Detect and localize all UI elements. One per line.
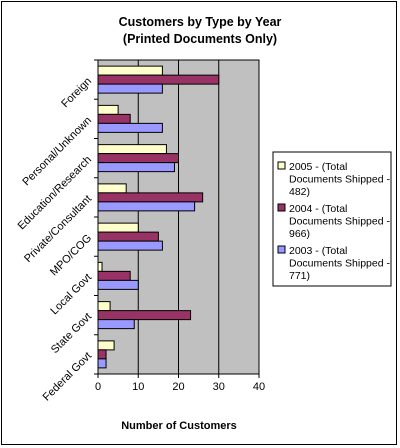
- bar-1-federal-govt: [97, 340, 115, 351]
- bar-1-local-govt: [97, 261, 103, 272]
- category-label: Private/Consultant: [22, 193, 94, 265]
- category-label: Education/Research: [16, 154, 95, 233]
- legend-label: Documents Shipped -: [289, 258, 390, 270]
- bar-3-foreign: [97, 83, 163, 94]
- chart-title-line-2: (Printed Documents Only): [123, 32, 277, 46]
- bar-2-local-govt: [97, 270, 131, 281]
- category-labels: Foreign Personal/UnknownEducation/Researc…: [16, 59, 98, 403]
- legend-label: Documents Shipped -: [289, 216, 390, 228]
- category-label: Personal/Unknown: [20, 115, 94, 189]
- x-tick-label: 40: [253, 381, 265, 393]
- bar-1-private-consultant: [97, 183, 127, 194]
- bars: [97, 65, 220, 369]
- bar-2-foreign: [97, 74, 220, 85]
- bar-1-education-research: [97, 144, 167, 155]
- legend-swatch: [277, 161, 286, 170]
- legend-label: 482): [289, 186, 310, 198]
- bar-2-mpo-cog: [97, 231, 159, 242]
- legend-label: 2004 - (Total: [289, 203, 347, 215]
- bar-3-private-consultant: [97, 201, 196, 212]
- x-axis-ticks: 0 10 20 30 40: [95, 374, 265, 393]
- chart-title-line-1: Customers by Type by Year: [119, 15, 282, 29]
- x-tick-label: 30: [213, 381, 225, 393]
- bar-3-mpo-cog: [97, 240, 163, 251]
- bar-1-mpo-cog: [97, 222, 139, 233]
- bar-3-personal-unknown: [97, 122, 163, 133]
- legend-label: 966): [289, 228, 310, 240]
- legend-label: 771): [289, 270, 310, 282]
- x-axis-title: Number of Customers: [121, 420, 237, 432]
- category-label: Federal Govt: [41, 350, 94, 403]
- bar-3-federal-govt: [97, 358, 107, 369]
- bar-3-local-govt: [97, 279, 139, 290]
- legend-swatch: [277, 203, 286, 212]
- x-tick-label: 0: [95, 381, 101, 393]
- bar-1-state-govt: [97, 301, 111, 312]
- bar-2-federal-govt: [97, 349, 107, 360]
- legend-label: 2005 - (Total: [289, 161, 347, 173]
- bar-1-personal-unknown: [97, 104, 119, 115]
- bar-3-education-research: [97, 162, 175, 173]
- x-tick-label: 20: [172, 381, 184, 393]
- x-tick-label: 10: [132, 381, 144, 393]
- legend-label: 2003 - (Total: [289, 245, 347, 257]
- legend-label: Documents Shipped -: [289, 174, 390, 186]
- category-label: State Govt: [49, 311, 94, 356]
- legend-box: [272, 151, 392, 287]
- bar-3-state-govt: [97, 319, 135, 330]
- bar-1-foreign: [97, 65, 163, 76]
- legend-swatch: [277, 245, 286, 254]
- bar-2-state-govt: [97, 310, 192, 321]
- bar-2-private-consultant: [97, 192, 204, 203]
- category-label: Foreign: [59, 75, 94, 110]
- bar-2-personal-unknown: [97, 113, 131, 124]
- bar-2-education-research: [97, 153, 179, 164]
